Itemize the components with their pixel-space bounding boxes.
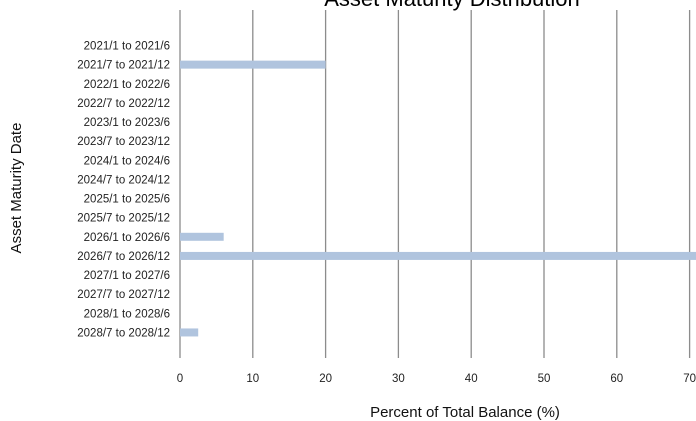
- y-tick-label-3: 2022/7 to 2022/12: [77, 98, 170, 110]
- y-axis-label: Asset Maturity Date: [8, 123, 25, 254]
- y-tick-label-1: 2021/7 to 2021/12: [77, 60, 170, 72]
- x-axis-label: Percent of Total Balance (%): [370, 404, 560, 421]
- x-tick-labels: 0 10 20 30 40 50 60 70: [177, 373, 696, 385]
- y-tick-label-15: 2028/7 to 2028/12: [77, 327, 170, 339]
- x-tick-label-60: 60: [610, 373, 623, 385]
- y-tick-label-8: 2025/1 to 2025/6: [84, 194, 170, 206]
- y-tick-label-0: 2021/1 to 2021/6: [84, 41, 170, 53]
- x-tick-label-20: 20: [319, 373, 332, 385]
- y-tick-label-6: 2024/1 to 2024/6: [84, 155, 170, 167]
- bar-1: [180, 60, 326, 69]
- y-tick-label-13: 2027/7 to 2027/12: [77, 289, 170, 301]
- x-tick-label-70: 70: [683, 373, 696, 385]
- bar-11: [180, 251, 696, 260]
- y-tick-label-5: 2023/7 to 2023/12: [77, 136, 170, 148]
- y-tick-label-4: 2023/1 to 2023/6: [84, 117, 170, 129]
- x-tick-label-50: 50: [538, 373, 551, 385]
- x-tick-label-10: 10: [246, 373, 259, 385]
- bar-10: [180, 232, 224, 241]
- y-tick-label-14: 2028/1 to 2028/6: [84, 308, 170, 320]
- y-tick-label-11: 2026/7 to 2026/12: [77, 251, 170, 263]
- bars: [180, 60, 696, 337]
- y-tick-label-7: 2024/7 to 2024/12: [77, 174, 170, 186]
- x-tick-label-0: 0: [177, 373, 183, 385]
- y-tick-label-10: 2026/1 to 2026/6: [84, 232, 170, 244]
- x-tick-label-30: 30: [392, 373, 405, 385]
- y-tick-label-12: 2027/1 to 2027/6: [84, 270, 170, 282]
- bar-15: [180, 328, 199, 337]
- y-tick-label-2: 2022/1 to 2022/6: [84, 79, 170, 91]
- chart-title: Asset Maturity Distribution: [324, 0, 580, 11]
- x-tick-label-40: 40: [465, 373, 478, 385]
- y-tick-labels: 2021/1 to 2021/6 2021/7 to 2021/12 2022/1 …: [77, 41, 170, 340]
- y-tick-label-9: 2025/7 to 2025/12: [77, 213, 170, 225]
